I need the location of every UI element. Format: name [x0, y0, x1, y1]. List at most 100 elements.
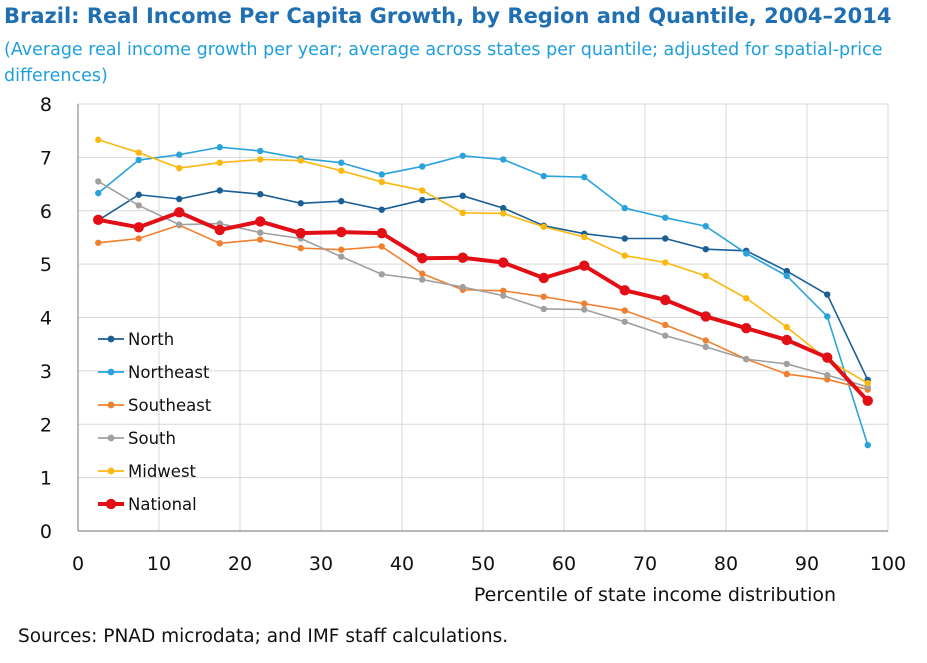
- data-point-national: [417, 253, 428, 264]
- data-point-northeast: [864, 441, 871, 449]
- x-tick-label: 20: [228, 553, 252, 575]
- data-point-northeast: [702, 223, 709, 230]
- legend-swatch-marker: [107, 368, 115, 376]
- grid-lines: [78, 103, 889, 531]
- data-point-northeast: [135, 156, 142, 164]
- data-point-southeast: [257, 236, 264, 243]
- data-point-midwest: [459, 209, 466, 217]
- data-point-northeast: [176, 151, 183, 158]
- data-point-national: [822, 352, 833, 363]
- data-point-midwest: [338, 167, 345, 174]
- data-point-south: [662, 332, 669, 339]
- data-point-northeast: [824, 313, 831, 320]
- data-point-northeast: [378, 171, 385, 178]
- data-point-northeast: [662, 214, 669, 221]
- data-point-southeast: [216, 240, 223, 247]
- series-national: [93, 207, 873, 406]
- data-point-national: [93, 214, 104, 226]
- data-point-south: [743, 355, 750, 363]
- legend-item-south: South: [98, 429, 176, 448]
- source-note: Sources: PNAD microdata; and IMF staff c…: [18, 626, 509, 647]
- x-tick-label: 0: [72, 553, 84, 575]
- data-point-midwest: [257, 156, 264, 163]
- legend-item-north: North: [98, 330, 174, 349]
- legend-label: North: [128, 330, 174, 349]
- data-point-north: [662, 235, 669, 242]
- data-point-southeast: [783, 370, 790, 378]
- legend-item-northeast: Northeast: [98, 363, 210, 382]
- legend-swatch-marker: [107, 401, 115, 409]
- data-point-north: [338, 197, 345, 205]
- x-tick-label: 80: [714, 553, 738, 575]
- data-point-north: [783, 267, 790, 275]
- data-point-midwest: [95, 136, 102, 143]
- data-point-north: [135, 191, 142, 198]
- series-lines: [93, 136, 873, 449]
- series-line-south: [97, 180, 868, 388]
- data-point-midwest: [419, 187, 426, 194]
- legend-swatch-marker: [107, 467, 115, 475]
- legend-swatch-marker: [107, 335, 115, 343]
- data-point-national: [214, 224, 225, 236]
- data-point-north: [621, 235, 628, 242]
- data-point-northeast: [257, 147, 264, 155]
- data-point-midwest: [500, 210, 507, 217]
- y-tick-label: 0: [40, 521, 52, 543]
- legend-label: Northeast: [128, 363, 210, 382]
- data-point-midwest: [581, 233, 588, 241]
- legend-label: National: [128, 495, 197, 514]
- y-tick-label: 7: [40, 147, 52, 169]
- x-tick-label: 100: [870, 553, 906, 575]
- data-point-national: [781, 334, 792, 346]
- data-point-south: [621, 318, 628, 325]
- data-point-national: [741, 322, 752, 334]
- y-tick-label: 5: [40, 254, 52, 276]
- series-line-southeast: [98, 224, 868, 391]
- x-tick-label: 50: [471, 553, 495, 575]
- data-point-southeast: [702, 337, 709, 344]
- data-point-national: [174, 207, 185, 218]
- data-point-southeast: [540, 293, 547, 300]
- y-tick-label: 1: [40, 468, 52, 490]
- y-tick-label: 3: [40, 361, 52, 383]
- data-point-south: [135, 202, 142, 209]
- data-point-midwest: [135, 149, 142, 156]
- legend-swatch-marker: [105, 498, 117, 510]
- data-point-southeast: [95, 239, 102, 246]
- data-point-northeast: [419, 163, 426, 170]
- legend-label: Southeast: [128, 396, 212, 415]
- data-point-northeast: [621, 204, 628, 212]
- data-point-national: [295, 227, 306, 239]
- data-point-national: [619, 285, 630, 296]
- chart-title: Brazil: Real Income Per Capita Growth, b…: [4, 4, 892, 28]
- data-point-north: [824, 291, 831, 298]
- data-point-national: [133, 222, 144, 233]
- data-point-national: [862, 395, 873, 406]
- data-point-north: [257, 191, 264, 198]
- data-point-south: [824, 371, 831, 379]
- data-point-southeast: [621, 307, 628, 314]
- data-point-midwest: [297, 157, 304, 164]
- series-line-north: [97, 189, 869, 381]
- y-tick-label: 6: [40, 201, 52, 223]
- data-point-south: [419, 276, 426, 283]
- data-point-northeast: [743, 250, 750, 257]
- y-tick-label: 4: [40, 308, 52, 330]
- y-tick-label: 8: [40, 94, 52, 116]
- data-point-northeast: [540, 172, 547, 180]
- data-point-south: [338, 253, 345, 260]
- data-point-south: [459, 283, 466, 291]
- data-point-southeast: [500, 287, 507, 295]
- data-point-south: [378, 271, 385, 278]
- data-point-southeast: [338, 246, 345, 253]
- data-point-midwest: [176, 164, 183, 172]
- data-point-south: [702, 343, 709, 351]
- data-point-midwest: [378, 178, 385, 186]
- data-point-north: [297, 200, 304, 207]
- data-point-north: [702, 245, 709, 253]
- x-tick-label: 70: [633, 553, 657, 575]
- data-point-midwest: [702, 272, 709, 280]
- data-point-national: [255, 216, 266, 227]
- series-line-northeast: [97, 146, 869, 446]
